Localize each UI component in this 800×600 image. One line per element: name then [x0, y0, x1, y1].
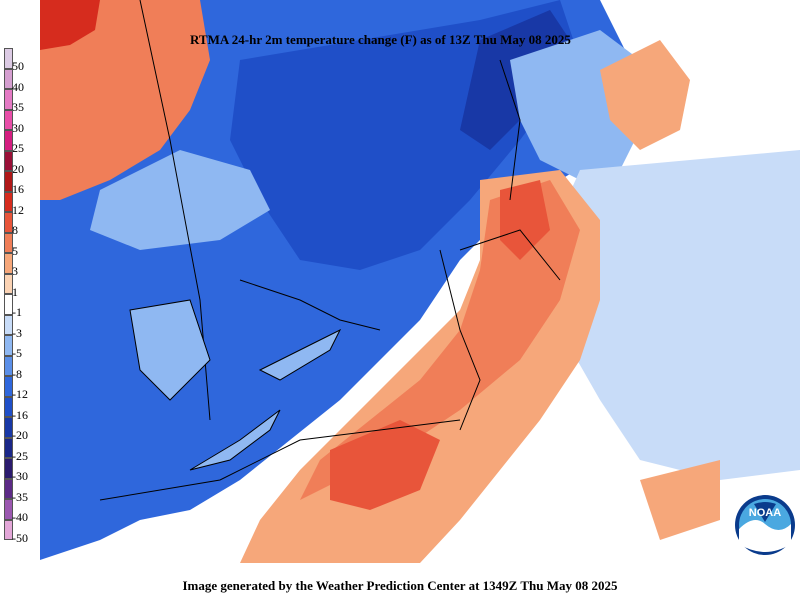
svg-text:NOAA: NOAA [749, 507, 781, 519]
legend-label: 20 [12, 161, 24, 176]
legend-label: -30 [12, 469, 28, 483]
legend-label: -16 [12, 407, 28, 422]
legend-label: -12 [12, 387, 28, 401]
region-red-midatlantic [330, 420, 440, 510]
legend-label: 16 [12, 182, 24, 196]
legend-label: -1 [12, 305, 22, 319]
legend-swatch [4, 335, 13, 356]
legend-swatch [4, 314, 13, 335]
legend-label: 25 [12, 141, 24, 155]
legend-label: -8 [12, 366, 22, 381]
legend-swatch [4, 499, 13, 520]
region-pale-blue-atlantic [540, 150, 800, 480]
region-red-newengland [500, 180, 550, 260]
legend-swatch [4, 130, 13, 151]
legend-swatch [4, 273, 13, 294]
noaa-logo: NOAA [735, 495, 795, 555]
footer-credit: Image generated by the Weather Predictio… [182, 578, 618, 593]
temperature-legend: 50 40 35 30 25 20 16 12 8 5 3 1 -1 -3 -5 -8 -12 -16 -20 -25… [0, 48, 40, 560]
legend-label: 5 [12, 243, 18, 258]
legend-label: -5 [12, 346, 22, 360]
legend-swatch [4, 89, 13, 110]
legend-label: 50 [12, 59, 24, 73]
region-warm-offshore [640, 460, 720, 540]
legend-swatch [4, 68, 13, 89]
legend-swatch [4, 48, 13, 69]
legend-swatch [4, 396, 13, 417]
region-red-northwest [40, 0, 100, 50]
legend-label: -35 [12, 489, 28, 504]
legend-swatch [4, 191, 13, 212]
legend-label: 3 [12, 264, 18, 278]
legend-swatch [4, 417, 13, 438]
legend-label: -40 [12, 510, 28, 524]
legend-label: -50 [12, 530, 28, 545]
map-title: RTMA 24-hr 2m temperature change (F) as … [190, 32, 571, 47]
legend-label: 40 [12, 79, 24, 94]
legend-label: -25 [12, 448, 28, 463]
legend-label: 30 [12, 120, 24, 135]
legend-swatch [4, 150, 13, 171]
lake-ontario [258, 328, 342, 381]
legend-label: -3 [12, 325, 22, 340]
region-orange-northeast [300, 180, 580, 500]
legend-swatch [4, 232, 13, 253]
legend-swatch [4, 376, 13, 397]
legend-swatch [4, 437, 13, 458]
legend-swatch [4, 253, 13, 274]
legend-swatch [4, 171, 13, 192]
region-pale-blue-west [90, 150, 270, 250]
lake-erie [189, 409, 281, 471]
legend-label: 8 [12, 223, 18, 237]
temperature-change-map [40, 0, 800, 563]
region-warm-northwest [40, 0, 210, 200]
lake-huron [129, 299, 211, 401]
legend-label: -20 [12, 428, 28, 442]
legend-swatch [4, 458, 13, 479]
legend-swatch [4, 109, 13, 130]
legend-label: 35 [12, 100, 24, 114]
legend-swatch [4, 478, 13, 499]
legend-swatch [4, 294, 13, 315]
legend-swatch [4, 212, 13, 233]
legend-label: 1 [12, 284, 18, 299]
legend-label: 12 [12, 202, 24, 217]
region-warm-maritimes [600, 40, 690, 150]
legend-swatch [4, 355, 13, 376]
legend-swatch [4, 519, 13, 540]
great-lakes [129, 299, 342, 471]
